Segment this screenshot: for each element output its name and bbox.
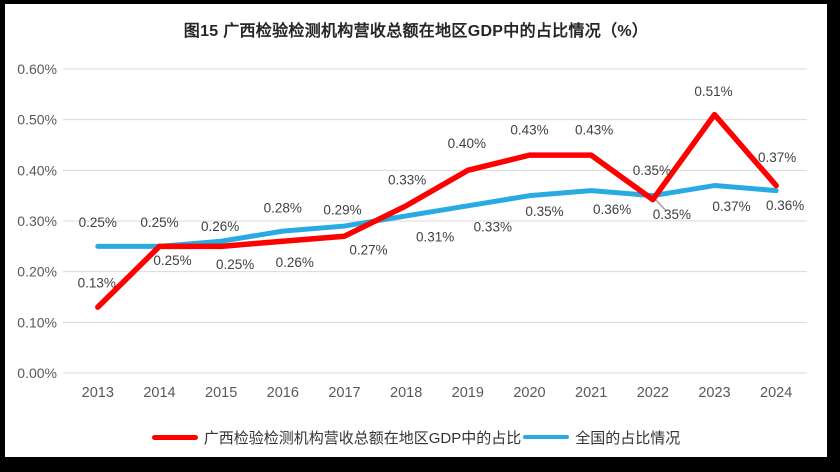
legend-item-guangxi: 广西检验检测机构营收总额在地区GDP中的占比 [151, 427, 522, 448]
data-label: 0.28% [264, 201, 302, 216]
data-label: 0.33% [388, 172, 426, 187]
x-tick-label: 2022 [637, 385, 669, 401]
y-tick-label: 0.20% [17, 264, 57, 280]
data-label: 0.35% [525, 204, 563, 219]
series-line-national [95, 183, 779, 249]
legend: 广西检验检测机构营收总额在地区GDP中的占比 全国的占比情况 [5, 425, 827, 449]
y-tick-label: 0.00% [17, 365, 57, 381]
data-label: 0.25% [79, 215, 117, 230]
legend-line-sample-blue-icon [523, 435, 570, 439]
data-label: 0.40% [448, 136, 486, 151]
legend-label-national: 全国的占比情况 [575, 429, 681, 447]
data-label: 0.43% [510, 123, 548, 138]
x-tick-label: 2020 [513, 385, 545, 401]
data-label: 0.26% [276, 255, 314, 270]
y-tick-label: 0.40% [17, 162, 57, 178]
x-tick-label: 2019 [452, 385, 484, 401]
data-label: 0.37% [712, 199, 750, 214]
data-label: 0.31% [416, 229, 454, 244]
chart-canvas: 图15 广西检验检测机构营收总额在地区GDP中的占比情况（%） 0.00% 0.1… [5, 4, 827, 457]
data-label: 0.43% [575, 123, 613, 138]
data-label: 0.13% [78, 276, 116, 291]
data-label: 0.35% [653, 207, 691, 222]
data-label: 0.51% [694, 84, 732, 99]
plot-area: 0.00% 0.10% 0.20% 0.30% 0.40% 0.50% 0.60% 2013 2… [17, 61, 807, 401]
x-tick-label: 2015 [205, 385, 237, 401]
data-label: 0.27% [349, 243, 387, 258]
x-tick-label: 2016 [267, 385, 299, 401]
leader-line [654, 198, 667, 212]
data-label: 0.25% [153, 253, 191, 268]
legend-item-national: 全国的占比情况 [523, 427, 680, 448]
data-label: 0.29% [323, 203, 361, 218]
data-label: 0.26% [201, 219, 239, 234]
x-tick-label: 2017 [328, 385, 360, 401]
chart-title: 图15 广西检验检测机构营收总额在地区GDP中的占比情况（%） [183, 23, 649, 40]
x-tick-label: 2024 [760, 385, 792, 401]
y-tick-label: 0.50% [17, 112, 57, 128]
x-tick-label: 2023 [698, 385, 730, 401]
series-line-guangxi [95, 111, 779, 310]
y-tick-label: 0.30% [17, 213, 57, 229]
y-tick-label: 0.60% [17, 61, 57, 77]
data-label: 0.25% [140, 215, 178, 230]
y-tick-label: 0.10% [17, 314, 57, 330]
x-tick-label: 2021 [575, 385, 607, 401]
legend-label-guangxi: 广西检验检测机构营收总额在地区GDP中的占比 [203, 429, 522, 447]
data-label: 0.33% [474, 219, 512, 234]
data-label: 0.36% [766, 198, 804, 213]
x-tick-label: 2014 [143, 385, 175, 401]
data-label: 0.36% [593, 202, 631, 217]
x-tick-label: 2018 [390, 385, 422, 401]
data-label: 0.25% [216, 257, 254, 272]
legend-line-sample-red-icon [151, 434, 198, 440]
data-label: 0.37% [758, 150, 796, 165]
x-tick-label: 2013 [82, 385, 114, 401]
data-label: 0.35% [633, 163, 671, 178]
